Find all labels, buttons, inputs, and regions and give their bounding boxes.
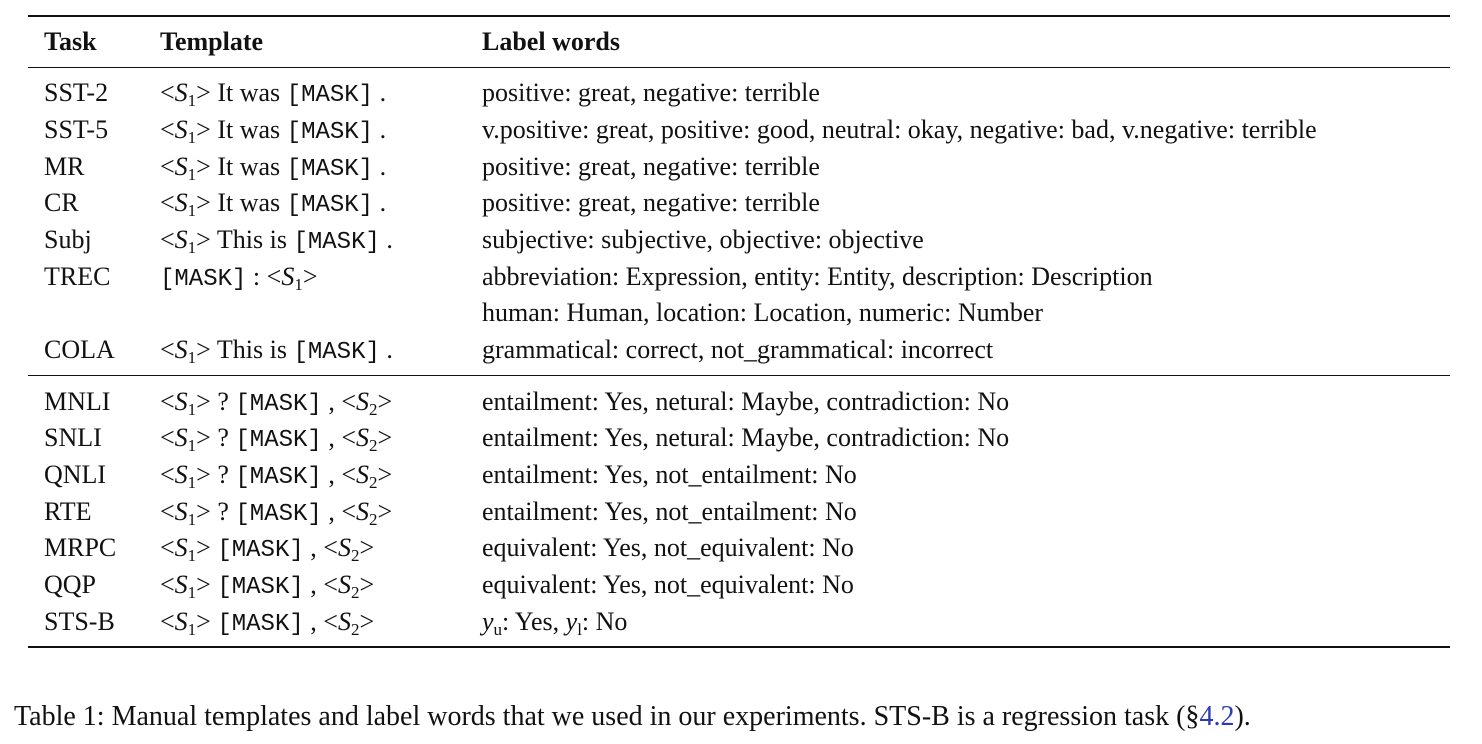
header-template: Template (160, 27, 264, 56)
table-row-continuation: human: Human, location: Location, numeri… (0, 295, 1482, 331)
task-cell: SNLI (44, 423, 102, 452)
template-cell: <S1> ? [MASK] , <S2> (160, 497, 393, 529)
template-cell: <S1> It was [MASK] . (160, 78, 387, 110)
table-row: QNLI <S1> ? [MASK] , <S2> entailment: Ye… (0, 457, 1482, 493)
label-words-cell: subjective: subjective, objective: objec… (482, 225, 924, 254)
label-words-cell: grammatical: correct, not_grammatical: i… (482, 335, 994, 364)
task-cell: STS-B (44, 607, 115, 636)
header-label-words: Label words (482, 27, 620, 56)
table-row: RTE <S1> ? [MASK] , <S2> entailment: Yes… (0, 494, 1482, 530)
label-words-cell: human: Human, location: Location, numeri… (482, 298, 1044, 327)
task-cell: QQP (44, 570, 97, 599)
task-cell: RTE (44, 497, 92, 526)
table-row: COLA <S1> This is [MASK] . grammatical: … (0, 332, 1482, 368)
label-words-cell: positive: great, negative: terrible (482, 78, 820, 107)
task-cell: SST-5 (44, 115, 109, 144)
table-caption: Table 1: Manual templates and label word… (14, 701, 1251, 732)
task-cell: CR (44, 188, 79, 217)
header-task: Task (44, 27, 97, 56)
label-words-cell: positive: great, negative: terrible (482, 188, 820, 217)
group-rule (28, 375, 1450, 376)
template-cell: <S1> ? [MASK] , <S2> (160, 423, 393, 455)
table-row: Subj <S1> This is [MASK] . subjective: s… (0, 222, 1482, 258)
table-row: TREC [MASK] : <S1> abbreviation: Express… (0, 259, 1482, 295)
template-cell: <S1> It was [MASK] . (160, 152, 387, 184)
task-cell: TREC (44, 262, 111, 291)
header-rule (28, 67, 1450, 68)
table-row: SNLI <S1> ? [MASK] , <S2> entailment: Ye… (0, 420, 1482, 456)
template-cell: <S1> It was [MASK] . (160, 188, 387, 220)
bottom-rule (28, 646, 1450, 648)
label-words-cell: v.positive: great, positive: good, neutr… (482, 115, 1317, 144)
top-rule (28, 15, 1450, 17)
template-cell: <S1> [MASK] , <S2> (160, 570, 375, 602)
table-row: MNLI <S1> ? [MASK] , <S2> entailment: Ye… (0, 384, 1482, 420)
label-words-cell: positive: great, negative: terrible (482, 152, 820, 181)
task-cell: SST-2 (44, 78, 109, 107)
label-words-cell: yu: Yes, yl: No (482, 607, 628, 639)
table-row: QQP <S1> [MASK] , <S2> equivalent: Yes, … (0, 567, 1482, 603)
table-row: SST-5 <S1> It was [MASK] . v.positive: g… (0, 112, 1482, 148)
task-cell: QNLI (44, 460, 107, 489)
template-cell: <S1> This is [MASK] . (160, 225, 393, 257)
template-cell: <S1> This is [MASK] . (160, 335, 393, 367)
label-words-cell: equivalent: Yes, not_equivalent: No (482, 533, 854, 562)
task-cell: MR (44, 152, 85, 181)
table-row: SST-2 <S1> It was [MASK] . positive: gre… (0, 75, 1482, 111)
task-cell: MNLI (44, 387, 111, 416)
label-words-cell: abbreviation: Expression, entity: Entity… (482, 262, 1153, 291)
template-cell: [MASK] : <S1> (160, 262, 318, 294)
task-cell: MRPC (44, 533, 117, 562)
label-words-cell: entailment: Yes, not_entailment: No (482, 497, 857, 526)
template-cell: <S1> ? [MASK] , <S2> (160, 460, 393, 492)
table-row: CR <S1> It was [MASK] . positive: great,… (0, 185, 1482, 221)
table-row: MR <S1> It was [MASK] . positive: great,… (0, 149, 1482, 185)
template-cell: <S1> [MASK] , <S2> (160, 533, 375, 565)
label-words-cell: entailment: Yes, netural: Maybe, contrad… (482, 387, 1010, 416)
template-cell: <S1> [MASK] , <S2> (160, 607, 375, 639)
label-words-cell: entailment: Yes, netural: Maybe, contrad… (482, 423, 1010, 452)
section-reference-link[interactable]: 4.2 (1199, 701, 1235, 732)
header-row: Task Template Label words (0, 24, 1482, 60)
template-cell: <S1> ? [MASK] , <S2> (160, 387, 393, 419)
label-words-cell: entailment: Yes, not_entailment: No (482, 460, 857, 489)
table-row: MRPC <S1> [MASK] , <S2> equivalent: Yes,… (0, 530, 1482, 566)
label-words-cell: equivalent: Yes, not_equivalent: No (482, 570, 854, 599)
task-cell: COLA (44, 335, 115, 364)
template-cell: <S1> It was [MASK] . (160, 115, 387, 147)
table-row: STS-B <S1> [MASK] , <S2> yu: Yes, yl: No (0, 604, 1482, 640)
task-cell: Subj (44, 225, 92, 254)
